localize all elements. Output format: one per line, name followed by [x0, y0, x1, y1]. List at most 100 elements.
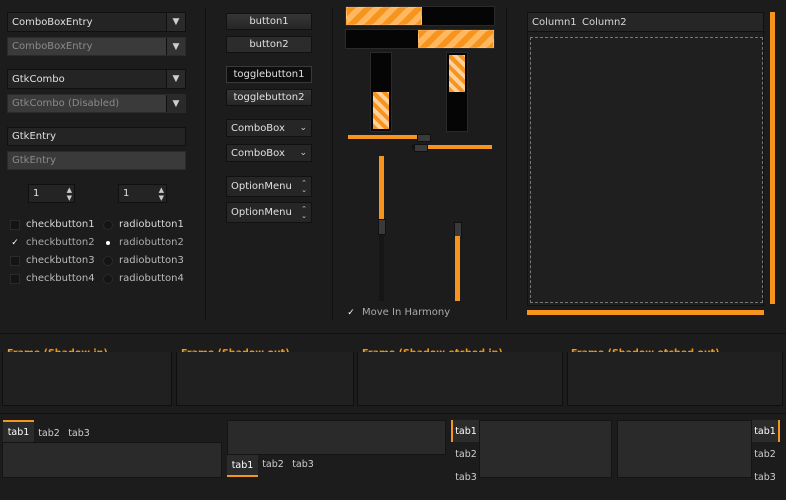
- tab-2[interactable]: tab2: [38, 427, 60, 439]
- combobox-value: ComboBox: [231, 147, 285, 159]
- radiobutton-label: radiobutton2: [119, 237, 184, 248]
- togglebutton2[interactable]: togglebutton2: [226, 89, 312, 106]
- scale-fill: [348, 135, 418, 139]
- gtk-combo[interactable]: GtkCombo ▼: [7, 69, 186, 89]
- spin-arrows-icon[interactable]: ▲ ▼: [158, 186, 164, 202]
- tab-1[interactable]: tab1: [227, 455, 258, 477]
- tab-3[interactable]: tab3: [68, 427, 90, 439]
- chevron-down-icon[interactable]: ▼: [166, 70, 185, 88]
- progress-fill: [346, 7, 422, 25]
- checkbox-icon: [10, 219, 20, 230]
- tab-3[interactable]: tab3: [455, 471, 477, 483]
- button2[interactable]: button2: [226, 36, 312, 53]
- checkbutton3[interactable]: checkbutton3: [10, 255, 95, 266]
- progress-fill: [373, 91, 389, 129]
- scale-handle[interactable]: [378, 219, 386, 235]
- tab-2[interactable]: tab2: [754, 448, 776, 460]
- checkmark-icon: ✓: [11, 237, 19, 248]
- notebook-top-page: [2, 442, 222, 478]
- tab-2[interactable]: tab2: [262, 458, 284, 470]
- tab-1[interactable]: tab1: [451, 420, 479, 442]
- chevron-down-icon: ⌄: [299, 148, 307, 158]
- move-in-harmony-check[interactable]: ✓ Move In Harmony: [346, 307, 450, 318]
- progress-fill: [449, 55, 465, 93]
- checkmark-icon: ✓: [347, 307, 355, 318]
- scale-handle[interactable]: [417, 134, 431, 142]
- gtk-combo-value: GtkCombo: [12, 73, 65, 85]
- checkbox-icon: [10, 273, 20, 284]
- notebook-left-page: [479, 420, 612, 478]
- spin-button[interactable]: 1 ▲ ▼: [28, 184, 75, 203]
- checkbutton-label: checkbutton3: [26, 255, 95, 266]
- checkbutton2[interactable]: ✓ checkbutton2: [10, 237, 95, 248]
- tab-3[interactable]: tab3: [754, 471, 776, 483]
- optionmenu-value: OptionMenu: [231, 181, 292, 192]
- combobox-value: ComboBox: [231, 122, 285, 134]
- frame-etched-out: [567, 352, 783, 406]
- row-separator: [0, 413, 786, 414]
- hscale-1[interactable]: [348, 134, 431, 142]
- checkbutton-label: checkbutton1: [26, 219, 95, 230]
- combobox-entry[interactable]: ComboBoxEntry ▼: [7, 12, 186, 32]
- optionmenu1[interactable]: OptionMenu ⌃ ⌄: [226, 176, 312, 197]
- frame-shadow-out: [176, 352, 354, 406]
- button1[interactable]: button1: [226, 13, 312, 30]
- vertical-scrollbar[interactable]: [770, 12, 775, 304]
- row-separator: [0, 333, 786, 334]
- radiobutton-label: radiobutton1: [119, 219, 184, 230]
- optionmenu2[interactable]: OptionMenu ⌃ ⌄: [226, 202, 312, 223]
- tab-1[interactable]: tab1: [3, 420, 34, 442]
- combobox2[interactable]: ComboBox ⌄: [226, 144, 312, 162]
- chevron-down-icon: ▼: [166, 95, 185, 112]
- gtk-combo-disabled-value: GtkCombo (Disabled): [12, 98, 120, 109]
- radiobutton4[interactable]: radiobutton4: [103, 273, 184, 284]
- tree-body[interactable]: [530, 37, 763, 303]
- hscale-2[interactable]: [412, 144, 492, 152]
- vscale-2[interactable]: [454, 222, 462, 301]
- spin-arrows-icon[interactable]: ▲ ▼: [66, 186, 72, 202]
- column-header-1[interactable]: Column1: [532, 16, 577, 28]
- progress-fill: [418, 30, 494, 48]
- combobox1[interactable]: ComboBox ⌄: [226, 119, 312, 137]
- column-header-2[interactable]: Column2: [582, 16, 627, 28]
- tab-2[interactable]: tab2: [455, 448, 477, 460]
- radiobutton-label: radiobutton4: [119, 273, 184, 284]
- up-down-arrows-icon: ⌃ ⌄: [301, 204, 307, 220]
- optionmenu-value: OptionMenu: [231, 207, 292, 218]
- radio-icon: [103, 273, 113, 284]
- progressbar-horizontal-1: [345, 6, 495, 26]
- chevron-down-icon[interactable]: ▼: [166, 13, 185, 31]
- combobox-entry-disabled: ComboBoxEntry ▼: [7, 37, 186, 56]
- up-down-arrows-icon: ⌃ ⌄: [301, 178, 307, 194]
- scale-fill: [455, 236, 460, 301]
- horizontal-scrollbar[interactable]: [527, 310, 764, 315]
- column-separator: [332, 8, 333, 320]
- spin-button-2[interactable]: 1 ▲ ▼: [118, 184, 167, 203]
- chevron-down-icon: ▼: [166, 38, 185, 55]
- radiobutton3[interactable]: radiobutton3: [103, 255, 184, 266]
- vscale-1[interactable]: [378, 156, 386, 301]
- gtk-entry-disabled-value: GtkEntry: [12, 155, 57, 166]
- checkbutton1[interactable]: checkbutton1: [10, 219, 95, 230]
- checkbutton4[interactable]: checkbutton4: [10, 273, 95, 284]
- column-separator: [205, 8, 206, 320]
- radiobutton1[interactable]: radiobutton1: [103, 219, 184, 230]
- checkbutton-label: checkbutton2: [26, 237, 95, 248]
- progressbar-vertical-2: [446, 52, 468, 132]
- spin-value-2: 1: [123, 188, 130, 199]
- progressbar-horizontal-2: [345, 29, 495, 49]
- gtk-entry-disabled: GtkEntry: [7, 151, 186, 170]
- tab-3[interactable]: tab3: [292, 458, 314, 470]
- checkbutton-label: checkbutton4: [26, 273, 95, 284]
- scale-fill: [428, 145, 492, 149]
- radio-selected-icon: [103, 238, 113, 248]
- progressbar-vertical-1: [370, 52, 392, 132]
- tab-1[interactable]: tab1: [752, 420, 780, 442]
- togglebutton1[interactable]: togglebutton1: [226, 66, 312, 83]
- notebook-bottom-page: [227, 420, 446, 455]
- radiobutton2[interactable]: radiobutton2: [103, 237, 184, 248]
- gtk-entry[interactable]: GtkEntry: [7, 127, 186, 146]
- scale-handle[interactable]: [414, 144, 428, 152]
- combobox-entry-value: ComboBoxEntry: [12, 16, 93, 28]
- tree-view[interactable]: Column1 Column2: [527, 12, 764, 306]
